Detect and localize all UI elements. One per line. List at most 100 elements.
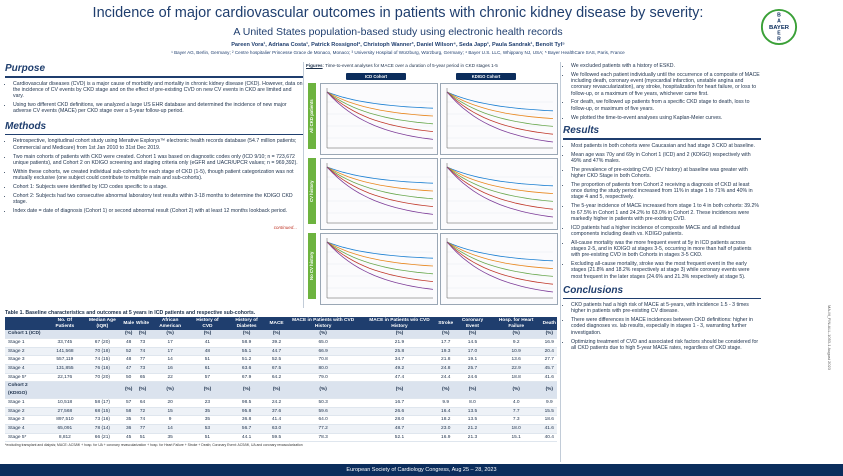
table-cell: 27.7 [541,355,557,365]
table-cell: 74 (15) [82,355,123,365]
table-cell: 50.3 [284,398,362,408]
table-unit-cell: (%) [361,381,438,399]
results-bullet: Excluding all-cause mortality, stroke wa… [571,261,761,280]
conclusions-rule [563,297,761,300]
table-cell: 9 [150,415,191,425]
table-cell: 897,510 [47,415,83,425]
km-curve [446,91,554,119]
table-cell: 35 [150,433,191,443]
table-group-label: Cohort 2 (KDIGO) [5,381,48,399]
table-cell: 66 (21) [82,433,123,443]
table-cell: 67.9 [224,373,269,383]
table-unit-cell: (%) [490,381,542,399]
table-cell: 131,855 [47,364,83,374]
table-unit-cell: (%) [268,381,285,399]
table-cell: 64 [135,398,151,408]
table-row: Stage 5* 8,812 66 (21) 45 51 35 51 44.1 59.5 78.3… [5,433,557,443]
table-stage-cell: Stage 2 [5,347,48,357]
km-curve [446,166,554,187]
table-cell: 16.7 [361,398,438,408]
table-cell: 65.0 [284,338,362,348]
table-unit-cell: (%) [490,330,542,339]
table-cell: 4.0 [490,398,542,408]
table-cell: 13.5 [454,415,491,425]
methods-bullet: Two main cohorts of patients with CKD we… [13,154,303,167]
poster-affiliations: ¹ Bayer AG, Berlin, Germany; ² Centre ho… [171,50,625,55]
table-cell: 8,812 [47,433,83,443]
km-curve [446,241,554,269]
table-cell: 41.4 [268,415,285,425]
table-unit-cell [47,381,83,399]
table-cell: 41 [190,338,225,348]
svg-text:R: R [777,36,781,42]
km-axes [326,88,433,149]
table-cell: 14 [150,355,191,365]
table-cell: 22 [150,373,191,383]
table-cell: 19.1 [454,355,491,365]
table-cell: 48 [190,347,225,357]
results-bullet: Most patients in both cohorts were Cauca… [571,143,761,149]
conclusions-list: CKD patients had a high risk of MACE at … [563,302,761,351]
column-divider [560,62,561,462]
table-unit-cell: (%) [150,381,191,399]
table-cell: 34.7 [361,355,438,365]
table-cell: 22,176 [47,373,83,383]
methods-list: Retrospective, longitudinal cohort study… [5,138,303,213]
table-cell: 15.1 [490,433,542,443]
km-curve [446,241,554,293]
table-cell: 37.6 [268,407,285,417]
table-cell: 23.0 [437,424,455,434]
table-cell: 16.9 [541,338,557,348]
table-unit-cell: (%) [135,330,151,339]
km-plot-kdigo-cv [440,158,558,230]
table-header-cell: MACE in Patients w/o CVD History [361,317,438,331]
table-cell: 36 [122,424,136,434]
table-cell: 70.8 [284,355,362,365]
table-cell: 9.9 [437,398,455,408]
table-cell: 51 [190,433,225,443]
svg-text:A: A [777,18,781,24]
km-curve [326,91,434,117]
km-plot-kdigo-all [440,83,558,155]
table-cell: 23 [190,398,225,408]
table-cell: 48.7 [361,424,438,434]
right-column: We excluded patients with a history of E… [563,63,761,354]
table-unit-cell: (%) [361,330,438,339]
table-cell: 16 [150,364,191,374]
table-cell: 17 [150,338,191,348]
table-group-row: Cohort 1 (ICD) (%) (%) (%) (%) (%) (%) (%) (%) (%… [5,330,557,339]
table-cell: 17.7 [437,338,455,348]
methods-cont-bullet: We excluded patients with a history of E… [571,63,761,69]
km-curve [446,91,554,143]
km-curve [326,166,434,200]
table-header-cell: Coronary Event [454,317,491,331]
methods-cont-bullet: We followed each patient individually un… [571,72,761,97]
table-stage-cell: Stage 5* [5,373,48,383]
table-unit-cell: (%) [454,381,491,399]
table-stage-cell: Stage 1 [5,398,48,408]
table-cell: 39.2 [268,338,285,348]
km-axes [326,238,433,299]
table-header-cell: Hosp. for Heart Failure [490,317,542,331]
table-cell: 51 [135,433,151,443]
table-cell: 18.8 [490,373,542,383]
table-cell: 25.8 [361,347,438,357]
document-id: MA-M_FIN-ALL-1053-1 August 2023 [827,305,832,370]
table-cell: 14 [150,424,191,434]
methods-cont-bullet: For death, we followed up patients from … [571,99,761,112]
table-unit-cell [82,330,123,339]
table-unit-cell: (%) [541,330,557,339]
table-unit-cell: (%) [122,330,136,339]
continued-note: continued... [273,225,297,231]
methods-bullet: Retrospective, longitudinal cohort study… [13,138,303,151]
km-curve [326,91,434,132]
table-header-cell [5,317,48,331]
table-cell: 35 [122,415,136,425]
table-cell: 74 [135,347,151,357]
methods-heading: Methods [5,120,47,132]
column-divider [303,62,304,308]
table-cell: 17 [150,347,191,357]
table-stage-cell: Stage 4 [5,364,48,374]
table-cell: 16.4 [437,407,455,417]
table-cell: 13.6 [490,355,542,365]
